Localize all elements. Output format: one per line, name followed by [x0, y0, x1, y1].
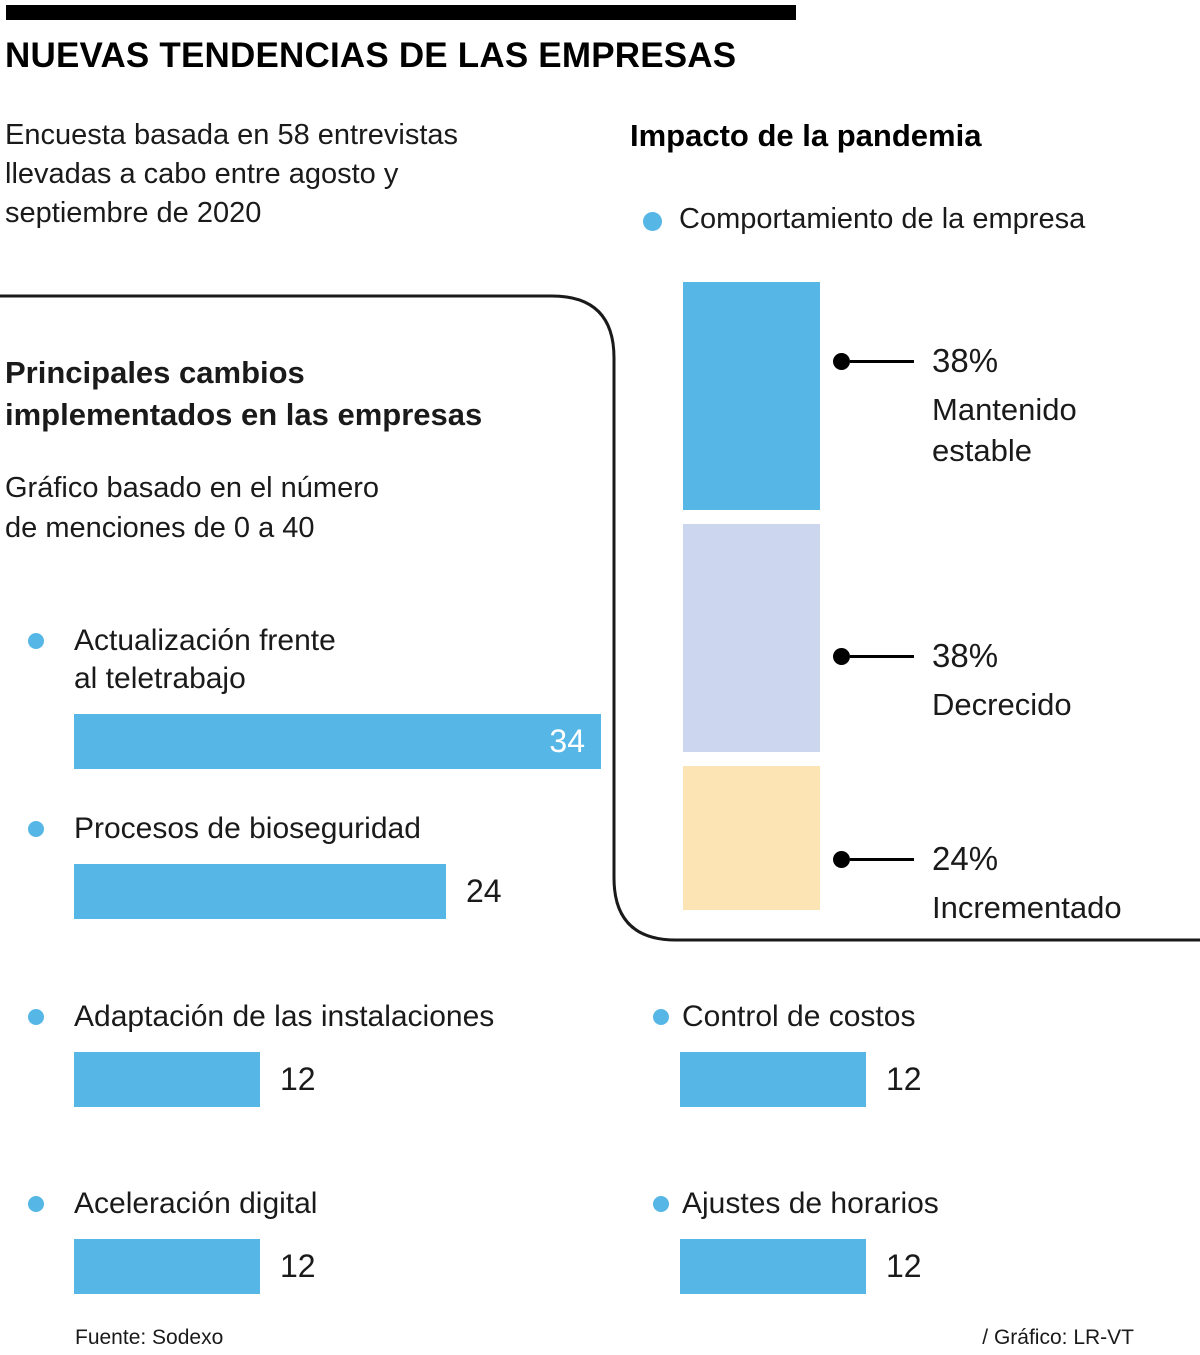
survey-note: Encuesta basada en 58 entrevistas llevad… — [5, 119, 459, 229]
bar-value: 12 — [280, 1061, 316, 1097]
bullet-icon — [28, 633, 44, 649]
bar-value: 12 — [886, 1248, 922, 1284]
segment-label: Decrecido — [932, 687, 1072, 722]
bar-item-label: Actualización frente al teletrabajo — [74, 624, 336, 695]
bar-teletrabajo: 34 — [74, 714, 601, 769]
bar-item-label: Ajustes de horarios — [682, 1187, 939, 1220]
segment-percent: 24% — [932, 840, 999, 877]
bar-item-teletrabajo: Actualización frente al teletrabajo 34 — [28, 622, 601, 769]
bar-item-aceleracion-digital: Aceleración digital 12 — [28, 1185, 317, 1294]
header-rule — [6, 5, 796, 20]
segment-annotation: 38% Decrecido — [833, 635, 1163, 725]
bar-item-label: Procesos de bioseguridad — [74, 812, 421, 845]
connector-dot-icon — [833, 648, 850, 665]
connector-dot-icon — [833, 851, 850, 868]
footer-credit: / Gráfico: LR-VT — [982, 1326, 1134, 1349]
segment-block-mantenido — [683, 282, 820, 510]
connector-line — [850, 858, 914, 861]
bar-instalaciones — [74, 1052, 260, 1107]
page-title: NUEVAS TENDENCIAS DE LAS EMPRESAS — [5, 36, 737, 75]
segment-block-incrementado — [683, 766, 820, 910]
segment-percent: 38% — [932, 637, 999, 674]
legend-label: Comportamiento de la empresa — [679, 203, 1086, 235]
bar-ajustes-horarios — [680, 1239, 866, 1294]
pandemic-section-title: Impacto de la pandemia — [630, 118, 982, 153]
footer-source: Fuente: Sodexo — [75, 1326, 224, 1349]
bar-bioseguridad — [74, 864, 446, 919]
bar-item-control-costos: Control de costos 12 — [653, 998, 922, 1107]
segment-annotation: 24% Incrementado — [833, 838, 1163, 928]
segment-mantenido-estable: 38% Mantenido estable — [683, 282, 1077, 510]
bar-value: 24 — [466, 873, 502, 909]
segment-block-decrecido — [683, 524, 820, 752]
segment-decrecido: 38% Decrecido — [683, 524, 1072, 752]
connector-line — [850, 655, 914, 658]
bullet-icon — [653, 1196, 669, 1212]
bar-value: 12 — [280, 1248, 316, 1284]
bar-item-label: Aceleración digital — [74, 1187, 318, 1220]
bar-aceleracion-digital — [74, 1239, 260, 1294]
bullet-icon — [28, 821, 44, 837]
bar-item-instalaciones: Adaptación de las instalaciones 12 — [28, 998, 494, 1107]
bar-item-label: Control de costos — [682, 1000, 916, 1033]
bar-item-bioseguridad: Procesos de bioseguridad 24 — [28, 810, 502, 919]
pandemic-legend: Comportamiento de la empresa — [643, 203, 1085, 236]
bullet-icon — [28, 1009, 44, 1025]
bar-control-costos — [680, 1052, 866, 1107]
segment-percent: 38% — [932, 342, 999, 379]
segment-label: Mantenido estable — [932, 392, 1077, 468]
bar-item-label: Adaptación de las instalaciones — [74, 1000, 495, 1033]
segment-incrementado: 24% Incrementado — [683, 766, 1122, 925]
bullet-icon — [653, 1009, 669, 1025]
pandemic-stacked-chart: 38% Mantenido estable 38% Decrecido — [683, 282, 1122, 925]
bar-item-ajustes-horarios: Ajustes de horarios 12 — [653, 1185, 939, 1294]
bar-value: 12 — [886, 1061, 922, 1097]
connector-dot-icon — [833, 353, 850, 370]
bullet-icon — [28, 1196, 44, 1212]
segment-annotation: 38% Mantenido estable — [833, 340, 1163, 471]
legend-bullet-icon — [643, 212, 662, 231]
segment-label: Incrementado — [932, 890, 1122, 925]
changes-section-title: Principales cambios implementados en las… — [5, 355, 483, 432]
bar-value: 34 — [549, 723, 585, 759]
changes-section-subtitle: Gráfico basado en el número de menciones… — [5, 472, 379, 544]
connector-line — [850, 360, 914, 363]
